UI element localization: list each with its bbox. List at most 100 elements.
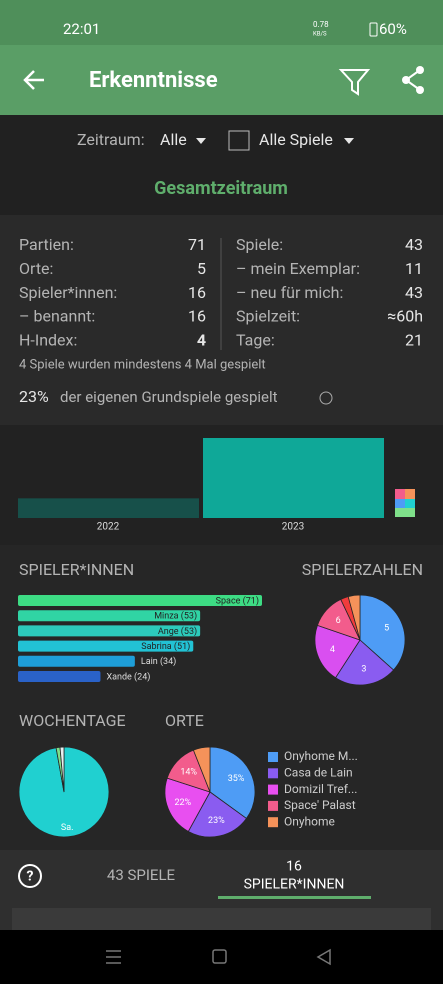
pie-slice bbox=[314, 624, 361, 679]
time: 22:01 bbox=[63, 20, 100, 38]
stat-label: – mein Exemplar: bbox=[236, 259, 360, 278]
net-speed: 0.78 bbox=[313, 20, 329, 29]
stat-label: – neu für mich: bbox=[236, 283, 343, 302]
tab-indicator bbox=[218, 896, 371, 899]
section-title: ORTE bbox=[165, 711, 204, 730]
pie-slice bbox=[164, 777, 211, 832]
help-button[interactable] bbox=[18, 864, 42, 888]
bar-label: Minza (53) bbox=[154, 611, 197, 622]
filter-panel bbox=[0, 115, 443, 215]
dropdown-arrow bbox=[344, 138, 354, 144]
bar bbox=[18, 671, 101, 682]
stat-value: 43 bbox=[405, 235, 423, 254]
stat-value: 43 bbox=[405, 283, 423, 302]
bar bbox=[18, 498, 199, 518]
app-bar bbox=[0, 45, 443, 115]
info-icon[interactable] bbox=[319, 391, 333, 405]
legend-swatch bbox=[268, 784, 278, 795]
tab-players-count[interactable]: 16 bbox=[286, 859, 302, 875]
stat-value: 11 bbox=[405, 259, 423, 278]
nav-home[interactable] bbox=[212, 949, 227, 964]
filter-button[interactable] bbox=[338, 69, 371, 96]
pie-slice bbox=[59, 746, 65, 793]
legend-label: Domizil Tref... bbox=[284, 782, 357, 796]
stat-value: ≈60h bbox=[387, 307, 423, 326]
bar bbox=[18, 625, 201, 637]
slice-label: 6 bbox=[336, 616, 341, 626]
bar-label: Lain (34) bbox=[141, 656, 176, 667]
legend-label: Space' Palast bbox=[284, 798, 356, 812]
pie-slice bbox=[334, 639, 395, 686]
pie-slice bbox=[209, 746, 256, 820]
games-icon bbox=[228, 130, 250, 151]
app-title: Erkenntnisse bbox=[89, 68, 218, 93]
slice-label: 22% bbox=[174, 798, 191, 808]
color-toggle[interactable] bbox=[395, 489, 415, 517]
games-value[interactable]: Alle Spiele bbox=[259, 130, 333, 149]
stat-value: 4 bbox=[197, 330, 206, 349]
bar-label: Sabrina (51) bbox=[141, 641, 190, 652]
x-tick-label: 2023 bbox=[282, 522, 304, 533]
stat-label: Tage: bbox=[236, 330, 275, 349]
stat-value: 16 bbox=[188, 283, 206, 302]
slice-label: 3 bbox=[361, 664, 366, 674]
pie-slice bbox=[192, 746, 211, 793]
pie-slice bbox=[187, 791, 247, 838]
slice-label: Sa. bbox=[61, 823, 74, 833]
legend-label: Casa de Lain bbox=[284, 765, 353, 779]
back-button[interactable] bbox=[23, 70, 44, 90]
pie-slice bbox=[359, 594, 406, 671]
slice-label: 14% bbox=[180, 767, 197, 777]
period-title: Gesamtzeitraum bbox=[154, 178, 288, 199]
pie-slice bbox=[347, 594, 361, 641]
stat-label: – benannt: bbox=[19, 307, 95, 326]
stat-value: 71 bbox=[188, 235, 206, 254]
stat-label: H-Index: bbox=[19, 330, 77, 349]
nav-menu[interactable] bbox=[106, 950, 121, 964]
bar-label: Space (71) bbox=[216, 595, 259, 606]
stat-label: Orte: bbox=[19, 259, 53, 278]
stat-label: Spiele: bbox=[236, 235, 283, 254]
bar bbox=[18, 640, 194, 652]
stat-value: 5 bbox=[197, 259, 206, 278]
bar-label: Ange (53) bbox=[158, 626, 197, 637]
slice-label: 5 bbox=[384, 623, 389, 633]
section-title: SPIELERZAHLEN bbox=[302, 560, 423, 579]
slice-label: 23% bbox=[208, 816, 225, 826]
stat-value: 21 bbox=[405, 330, 423, 349]
slice-label: 35% bbox=[228, 774, 245, 784]
bar bbox=[18, 595, 262, 606]
period-value[interactable]: Alle bbox=[160, 130, 187, 149]
section-title: SPIELER*INNEN bbox=[19, 560, 134, 579]
nav-bar bbox=[0, 930, 443, 984]
legend-swatch bbox=[268, 800, 278, 811]
tab-players[interactable]: SPIELER*INNEN bbox=[244, 877, 345, 893]
legend-label: Onyhome bbox=[284, 814, 335, 828]
section-title: WOCHENTAGE bbox=[19, 711, 126, 730]
help-icon: ? bbox=[27, 869, 34, 885]
slice-label: 4 bbox=[330, 645, 335, 655]
net-unit: KB/S bbox=[313, 31, 327, 38]
tab-games[interactable]: 43 SPIELE bbox=[107, 866, 176, 884]
bar bbox=[203, 438, 384, 518]
stat-value: 16 bbox=[188, 307, 206, 326]
legend-swatch bbox=[268, 768, 278, 779]
stat-label: Spielzeit: bbox=[236, 307, 300, 326]
owned-text: der eigenen Grundspiele gespielt bbox=[60, 388, 278, 406]
legend-label: Onyhome M... bbox=[284, 749, 358, 763]
status-bar bbox=[0, 0, 443, 45]
legend-swatch bbox=[268, 752, 278, 762]
dropdown-arrow bbox=[196, 138, 206, 144]
share-button[interactable] bbox=[402, 66, 424, 94]
bar bbox=[18, 610, 201, 622]
legend-swatch bbox=[268, 817, 278, 828]
nav-back[interactable] bbox=[316, 948, 331, 966]
bar-label: Xande (24) bbox=[106, 671, 150, 682]
x-tick-label: 2022 bbox=[97, 522, 120, 533]
stat-label: Spieler*innen: bbox=[19, 283, 117, 302]
stat-label: Partien: bbox=[19, 235, 74, 254]
bar bbox=[18, 655, 135, 667]
note: 4 Spiele wurden mindestens 4 Mal gespiel… bbox=[19, 357, 266, 372]
